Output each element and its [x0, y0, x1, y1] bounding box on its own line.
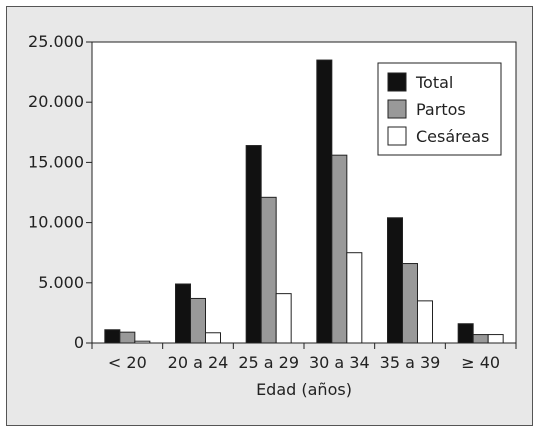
x-axis: < 20 20 a 24 25 a 29 30 a 34 35 a 39 ≥ 40 — [91, 343, 517, 372]
bar-total — [104, 329, 121, 344]
bar-ces-reas — [205, 332, 221, 344]
bar-partos — [190, 297, 206, 344]
x-tick-label: 30 a 34 — [309, 353, 370, 372]
y-tick-label: 25.000 — [28, 32, 84, 51]
y-tick-label: 10.000 — [28, 213, 84, 232]
x-tick-label: ≥ 40 — [461, 353, 500, 372]
bar-ces-reas — [134, 340, 151, 344]
y-tick-label: 20.000 — [28, 92, 84, 111]
bar-total — [457, 323, 474, 344]
legend-swatch — [387, 99, 407, 119]
legend-swatch — [387, 126, 407, 146]
y-tick-label: 5.000 — [38, 273, 84, 292]
x-tick-label: 20 a 24 — [168, 353, 229, 372]
bar-ces-reas — [346, 252, 363, 344]
legend-label: Cesáreas — [416, 127, 489, 146]
bar-ces-reas — [275, 293, 292, 344]
bar-partos — [402, 263, 418, 344]
y-tick-label: 0 — [74, 333, 84, 352]
bar-ces-reas — [487, 334, 504, 344]
legend-label: Partos — [416, 100, 466, 119]
bar-total — [175, 283, 191, 344]
bar-partos — [331, 154, 348, 344]
bar-total — [316, 59, 333, 344]
x-tick-label: < 20 — [108, 353, 147, 372]
x-axis-title: Edad (años) — [256, 380, 352, 399]
y-tick-label: 15.000 — [28, 152, 84, 171]
x-tick-label: 35 a 39 — [380, 353, 441, 372]
x-tick-label: 25 a 29 — [238, 353, 299, 372]
bar-total — [387, 217, 403, 344]
bar-partos — [472, 334, 489, 344]
bars-group — [104, 59, 504, 344]
bar-total — [245, 145, 262, 344]
bar-partos — [119, 331, 136, 344]
bar-partos — [260, 196, 277, 344]
legend-swatch — [387, 72, 407, 92]
y-axis: 0 5.000 10.000 15.000 20.000 25.000 — [28, 32, 92, 352]
legend-label: Total — [415, 73, 453, 92]
legend: Total Partos Cesáreas — [377, 62, 502, 156]
bar-ces-reas — [417, 300, 433, 344]
